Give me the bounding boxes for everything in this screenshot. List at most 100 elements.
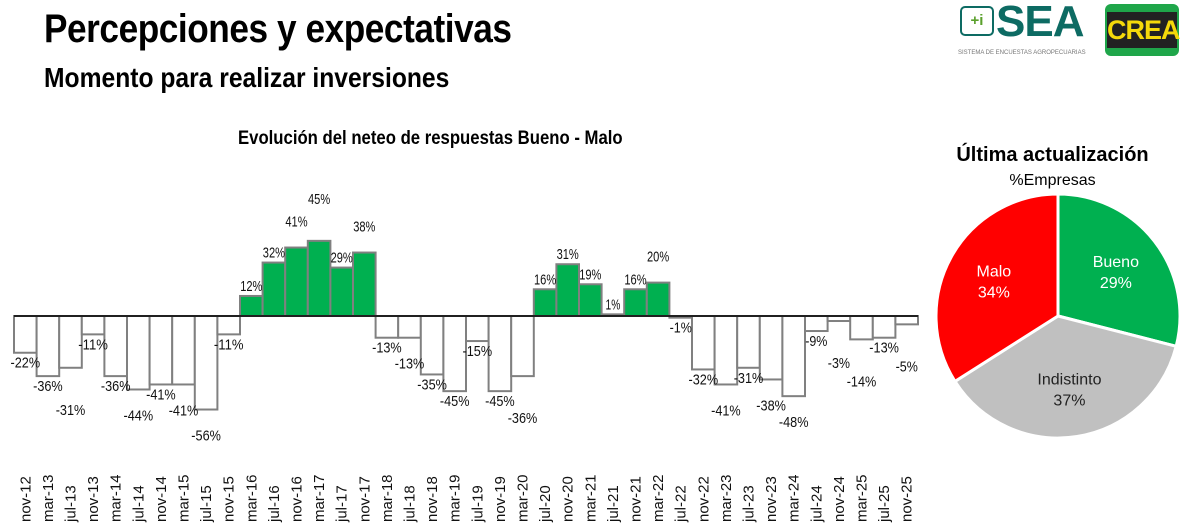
x-tick-label: nov-16 xyxy=(289,476,306,522)
x-tick-label: mar-25 xyxy=(854,474,871,522)
bar-value-label: 32% xyxy=(263,245,285,262)
x-tick-label: mar-24 xyxy=(786,474,803,522)
bar xyxy=(329,266,354,318)
pie-slice-label: Malo xyxy=(977,264,1012,281)
bar-value-label: 41% xyxy=(285,214,307,231)
page-subtitle: Momento para realizar inversiones xyxy=(44,62,450,93)
bar xyxy=(623,288,648,317)
bar-value-label: -48% xyxy=(779,414,809,431)
x-tick-label: jul-15 xyxy=(198,485,215,523)
x-tick-label: nov-17 xyxy=(356,476,373,522)
x-tick-label: jul-19 xyxy=(469,485,486,523)
bar xyxy=(578,283,603,317)
bar-value-label: 31% xyxy=(557,246,579,263)
bar-value-label: 19% xyxy=(579,266,601,283)
bar xyxy=(261,261,287,317)
x-tick-label: nov-18 xyxy=(424,476,441,522)
bar-value-label: -15% xyxy=(463,343,493,360)
bar xyxy=(691,315,716,371)
info-icon: +i xyxy=(960,6,994,36)
bar-value-label: -11% xyxy=(78,336,108,353)
bar xyxy=(216,315,241,336)
x-tick-label: jul-20 xyxy=(537,485,554,523)
pie-slice-label: Bueno xyxy=(1093,254,1139,271)
bar xyxy=(352,251,377,317)
bar xyxy=(781,315,807,398)
bar-value-label: -41% xyxy=(169,402,199,419)
bar-value-label: -56% xyxy=(191,428,221,445)
bar-value-label: -35% xyxy=(417,376,447,393)
x-tick-label: nov-15 xyxy=(221,476,238,522)
x-tick-label: jul-22 xyxy=(673,485,690,523)
bar xyxy=(510,315,535,378)
x-tick-label: mar-13 xyxy=(40,474,57,522)
pie-slice-value: 34% xyxy=(978,285,1010,302)
x-tick-label: mar-17 xyxy=(311,474,328,522)
x-tick-label: mar-14 xyxy=(108,474,125,522)
x-tick-label: nov-13 xyxy=(85,476,102,522)
bar xyxy=(645,281,671,318)
bar-value-label: 16% xyxy=(534,271,556,288)
bar-value-label: -5% xyxy=(896,358,918,375)
bar-value-label: -45% xyxy=(440,393,470,410)
bar-value-label: -13% xyxy=(395,356,425,373)
bar xyxy=(465,315,490,343)
bar-value-label: -11% xyxy=(214,336,244,353)
crea-logo: CREA xyxy=(1105,4,1181,56)
bar-value-label: -1% xyxy=(670,320,692,337)
bar xyxy=(306,239,332,318)
x-tick-label: nov-20 xyxy=(560,476,577,522)
bar-value-label: -32% xyxy=(689,371,719,388)
bar xyxy=(532,288,558,317)
bar xyxy=(148,315,174,386)
x-tick-label: jul-25 xyxy=(876,485,893,523)
bar-value-label: -36% xyxy=(33,378,63,395)
x-tick-label: mar-18 xyxy=(379,474,396,522)
bar xyxy=(826,315,852,323)
bar xyxy=(80,315,106,336)
bar xyxy=(894,315,920,326)
x-tick-label: nov-22 xyxy=(695,476,712,522)
bar-value-label: -9% xyxy=(805,333,827,350)
pie-slice-malo xyxy=(934,192,1060,384)
bar-value-label: 16% xyxy=(624,271,646,288)
x-tick-label: nov-12 xyxy=(17,476,34,522)
crea-logo-text: CREA xyxy=(1107,12,1181,48)
x-tick-label: mar-22 xyxy=(650,474,667,522)
bar-value-label: -31% xyxy=(734,370,764,387)
x-tick-label: jul-13 xyxy=(63,485,80,523)
sea-logo-tagline: SISTEMA DE ENCUESTAS AGROPECUARIAS xyxy=(958,50,1086,56)
bar xyxy=(193,315,219,411)
bar-value-label: -44% xyxy=(124,407,154,424)
bar xyxy=(555,263,581,318)
bar-value-label: -3% xyxy=(828,355,850,372)
bar xyxy=(804,315,829,333)
pie-chart-subtitle: %Empresas xyxy=(1009,172,1096,189)
bar-value-label: -14% xyxy=(847,373,877,390)
x-tick-label: jul-16 xyxy=(266,485,283,523)
bar-value-label: 38% xyxy=(353,219,375,236)
bar xyxy=(397,315,422,339)
x-tick-label: mar-15 xyxy=(176,474,193,522)
sea-logo-text: SEA xyxy=(996,0,1084,46)
x-tick-label: nov-23 xyxy=(763,476,780,522)
bar-chart-title: Evolución del neteo de respuestas Bueno … xyxy=(238,128,623,149)
bar xyxy=(736,315,761,369)
bar-value-label: -31% xyxy=(56,402,86,419)
bar-value-label: 20% xyxy=(647,249,669,266)
bar-value-label: -13% xyxy=(372,340,402,357)
x-tick-label: jul-14 xyxy=(130,485,147,523)
bar-value-label: -41% xyxy=(146,386,176,403)
bar-value-label: -36% xyxy=(508,410,538,427)
x-tick-label: nov-19 xyxy=(492,476,509,522)
x-tick-label: nov-14 xyxy=(153,476,170,522)
bar xyxy=(284,246,309,317)
x-tick-label: jul-21 xyxy=(605,485,622,523)
x-tick-label: mar-20 xyxy=(515,474,532,522)
x-tick-label: jul-23 xyxy=(741,485,758,523)
bar-value-label: -38% xyxy=(756,397,786,414)
x-tick-label: nov-24 xyxy=(831,476,848,522)
bar-value-label: 45% xyxy=(308,191,330,208)
x-tick-label: jul-18 xyxy=(402,485,419,523)
bar xyxy=(171,315,196,386)
